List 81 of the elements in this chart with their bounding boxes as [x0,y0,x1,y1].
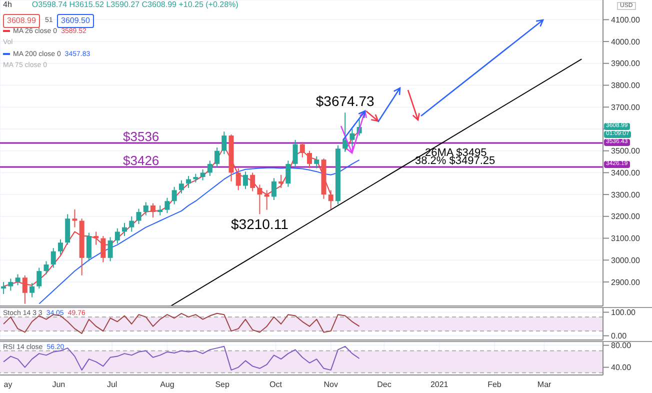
x-tick-label: Dec [377,380,392,389]
y-tick-label: 3200.00 [611,212,640,222]
candlestick [8,278,14,292]
x-tick-label: Sep [215,380,230,389]
y-tick-label: 3000.00 [611,256,640,265]
candlestick [100,236,106,263]
candlestick [30,282,35,298]
candlestick [286,160,291,188]
y-tick-label: 3700.00 [611,102,640,112]
candlestick [350,128,355,147]
candlestick [292,139,298,168]
chart-subtitle: O3598.74 H3615.52 L3590.27 C3608.99 +10.25 (+0.28%) [32,0,238,9]
candlestick [250,172,256,192]
candlestick [314,156,320,169]
y-tick-label: 3500.00 [611,146,640,156]
candlestick [44,260,49,275]
candlestick [214,147,220,168]
line-series [3,346,360,371]
candlestick [72,208,78,228]
candlestick [108,236,113,262]
candlestick [136,208,142,225]
ref-line-label: $3536 [123,129,160,144]
y-tick-label: 4100.00 [611,16,640,25]
ref-line-label: $3426 [123,153,160,168]
y-tick-label: 40.00 [611,363,632,372]
y-tick-label: 2900.00 [611,278,640,287]
candlestick [328,190,334,210]
annotation: $3674.73 [314,92,376,109]
annotation: 3609.50 [57,14,94,28]
y-tick-label: 4000.00 [611,37,640,46]
y-tick-label: 100.00 [611,308,636,318]
candlestick [207,160,212,176]
x-tick-label: Aug [160,380,174,389]
candlestick [164,197,170,214]
annotation: $3210.11 [230,216,290,232]
candlestick [236,168,241,191]
candlestick [86,232,92,262]
y-tick-label: 80.00 [611,341,632,350]
candlestick [143,202,148,216]
candlestick [158,204,163,216]
x-tick-label: Oct [269,380,283,389]
candlestick [178,180,184,194]
x-tick-label: 2021 [430,380,449,389]
candlestick [271,178,276,200]
y-tick-label: 0.00 [611,332,628,341]
candlestick [200,168,206,181]
x-tick-label: Jun [52,380,66,389]
candlestick [50,248,56,268]
candlestick [257,184,262,215]
x-tick-label: Jul [106,380,118,389]
x-tick-label: Nov [324,380,338,389]
candlestick [150,202,156,218]
y-tick-label: 3900.00 [611,59,640,68]
chart-title: 4h [3,0,12,9]
y-tick-label: 3300.00 [611,190,640,200]
candlestick [278,174,284,188]
candlestick [222,131,227,155]
candlestick [122,222,128,237]
y-tick-label: 3100.00 [611,234,640,244]
y-tick-label: 3800.00 [611,81,640,90]
candlestick [22,274,28,304]
x-tick-label: Feb [488,380,502,389]
candlestick [172,186,177,205]
candlestick [242,171,248,190]
candlestick [307,150,312,169]
candlestick [94,231,99,246]
candlestick [186,175,192,188]
annotation: 38.2% $3497.25 [415,155,496,168]
candlestick [342,112,348,152]
y-tick-label: 3400.00 [611,168,640,178]
candlestick [58,238,63,256]
candlestick [15,274,20,286]
x-tick-label: Mar [537,380,552,389]
candlestick [36,267,42,290]
candlestick [300,142,305,158]
candlestick [1,281,6,294]
x-tick-label: ay [4,380,12,389]
annotation: 3608.99 [3,14,40,28]
candlestick [114,228,120,244]
candlestick [264,190,270,210]
candlestick [129,216,134,232]
